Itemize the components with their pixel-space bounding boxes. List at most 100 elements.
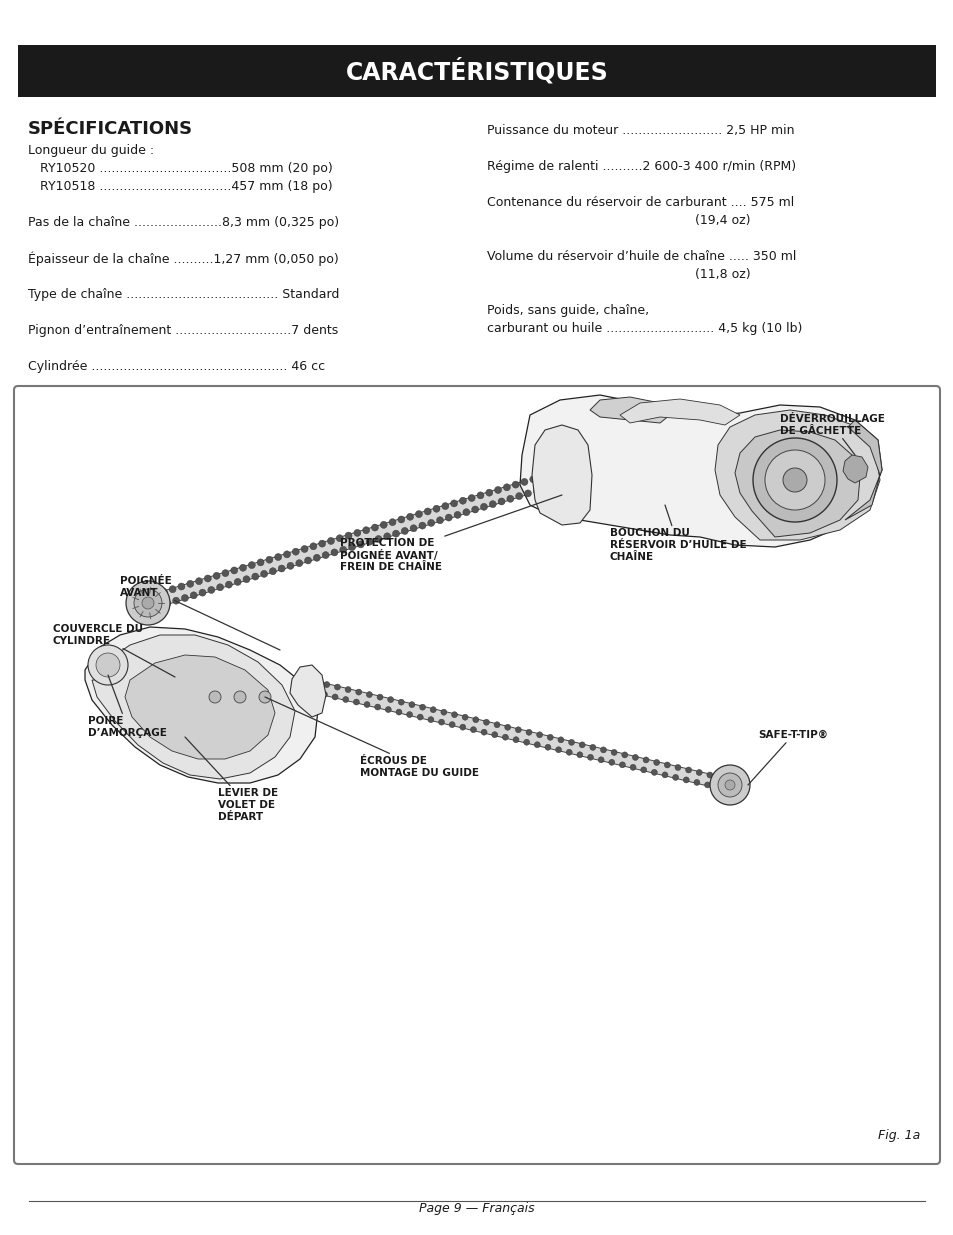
Circle shape bbox=[292, 548, 299, 556]
Text: CARACTÉRISTIQUES: CARACTÉRISTIQUES bbox=[345, 58, 608, 84]
Circle shape bbox=[181, 594, 189, 601]
Text: Contenance du réservoir de carburant .... 575 ml: Contenance du réservoir de carburant ...… bbox=[486, 196, 794, 209]
Circle shape bbox=[715, 784, 720, 790]
Circle shape bbox=[430, 706, 436, 713]
Circle shape bbox=[269, 568, 276, 574]
Circle shape bbox=[651, 769, 657, 776]
Circle shape bbox=[441, 503, 448, 510]
Circle shape bbox=[366, 692, 372, 698]
Polygon shape bbox=[146, 478, 537, 610]
Text: Volume du réservoir d’huile de chaîne ..... 350 ml: Volume du réservoir d’huile de chaîne ..… bbox=[486, 249, 796, 263]
Text: (11,8 oz): (11,8 oz) bbox=[486, 268, 750, 282]
Text: Fig. 1a: Fig. 1a bbox=[877, 1129, 919, 1142]
Circle shape bbox=[146, 605, 153, 613]
Circle shape bbox=[480, 729, 487, 735]
Circle shape bbox=[321, 692, 327, 698]
Text: POIRE
D’AMORÇAGE: POIRE D’AMORÇAGE bbox=[88, 676, 167, 737]
Circle shape bbox=[383, 532, 391, 540]
Circle shape bbox=[195, 578, 202, 584]
Circle shape bbox=[459, 724, 465, 730]
Circle shape bbox=[547, 735, 553, 740]
Text: SAFE-T-TIP®: SAFE-T-TIP® bbox=[747, 730, 827, 785]
Circle shape bbox=[520, 478, 527, 485]
Circle shape bbox=[342, 697, 349, 703]
Polygon shape bbox=[519, 395, 882, 547]
Circle shape bbox=[515, 726, 520, 732]
Polygon shape bbox=[734, 430, 859, 537]
Circle shape bbox=[568, 740, 574, 746]
Circle shape bbox=[598, 757, 603, 763]
Polygon shape bbox=[842, 454, 867, 483]
Circle shape bbox=[513, 737, 518, 742]
Circle shape bbox=[632, 755, 638, 761]
Circle shape bbox=[618, 762, 625, 768]
Circle shape bbox=[88, 645, 128, 685]
Circle shape bbox=[661, 772, 667, 778]
Circle shape bbox=[376, 694, 382, 700]
Circle shape bbox=[283, 551, 290, 558]
Polygon shape bbox=[589, 396, 669, 424]
Circle shape bbox=[524, 490, 531, 496]
Circle shape bbox=[248, 562, 255, 568]
Circle shape bbox=[222, 569, 229, 577]
Circle shape bbox=[587, 755, 593, 761]
Circle shape bbox=[152, 592, 158, 598]
Circle shape bbox=[470, 726, 476, 732]
Circle shape bbox=[353, 699, 359, 705]
Circle shape bbox=[239, 564, 246, 572]
Circle shape bbox=[164, 600, 171, 606]
Circle shape bbox=[371, 524, 378, 531]
Text: ÉCROUS DE
MONTAGE DU GUIDE: ÉCROUS DE MONTAGE DU GUIDE bbox=[265, 697, 478, 778]
Circle shape bbox=[454, 511, 460, 519]
Circle shape bbox=[318, 540, 325, 547]
Text: BOUCHON DU
RÉSERVOIR D’HUILE DE
CHAÎNE: BOUCHON DU RÉSERVOIR D’HUILE DE CHAÎNE bbox=[609, 505, 746, 562]
Circle shape bbox=[752, 438, 836, 522]
Circle shape bbox=[764, 450, 824, 510]
Circle shape bbox=[480, 504, 487, 510]
Text: SPÉCIFICATIONS: SPÉCIFICATIONS bbox=[28, 120, 193, 138]
Circle shape bbox=[216, 584, 223, 590]
Circle shape bbox=[558, 737, 563, 742]
Circle shape bbox=[450, 500, 457, 506]
Circle shape bbox=[96, 653, 120, 677]
Circle shape bbox=[599, 747, 606, 753]
Circle shape bbox=[401, 527, 408, 535]
Circle shape bbox=[566, 750, 572, 756]
Text: Longueur du guide :: Longueur du guide : bbox=[28, 144, 154, 157]
Circle shape bbox=[311, 689, 316, 695]
Circle shape bbox=[304, 557, 312, 564]
Circle shape bbox=[392, 530, 399, 537]
Circle shape bbox=[155, 603, 162, 610]
Circle shape bbox=[348, 543, 355, 551]
Circle shape bbox=[385, 706, 391, 713]
Circle shape bbox=[653, 760, 659, 766]
Text: COUVERCLE DU
CYLINDRE: COUVERCLE DU CYLINDRE bbox=[53, 624, 174, 677]
Circle shape bbox=[693, 779, 700, 785]
Polygon shape bbox=[619, 399, 740, 425]
Polygon shape bbox=[532, 425, 592, 525]
Circle shape bbox=[190, 592, 197, 599]
Circle shape bbox=[506, 495, 514, 503]
Circle shape bbox=[143, 594, 150, 600]
Circle shape bbox=[406, 514, 414, 520]
Circle shape bbox=[375, 536, 381, 542]
Circle shape bbox=[323, 682, 330, 688]
Circle shape bbox=[133, 589, 162, 618]
Circle shape bbox=[225, 582, 233, 588]
Circle shape bbox=[428, 716, 434, 722]
Circle shape bbox=[462, 509, 470, 516]
Circle shape bbox=[310, 543, 316, 550]
Circle shape bbox=[266, 556, 273, 563]
Circle shape bbox=[440, 709, 446, 715]
FancyBboxPatch shape bbox=[14, 387, 939, 1165]
Circle shape bbox=[209, 692, 221, 703]
Polygon shape bbox=[290, 664, 326, 718]
Circle shape bbox=[537, 732, 542, 737]
Text: LEVIER DE
VOLET DE
DÉPART: LEVIER DE VOLET DE DÉPART bbox=[185, 737, 278, 821]
Text: Pignon d’entraînement .............................7 dents: Pignon d’entraînement ..................… bbox=[28, 324, 338, 337]
Circle shape bbox=[287, 562, 294, 569]
Circle shape bbox=[491, 731, 497, 737]
Circle shape bbox=[504, 724, 510, 730]
Circle shape bbox=[313, 555, 320, 561]
Circle shape bbox=[260, 571, 267, 578]
